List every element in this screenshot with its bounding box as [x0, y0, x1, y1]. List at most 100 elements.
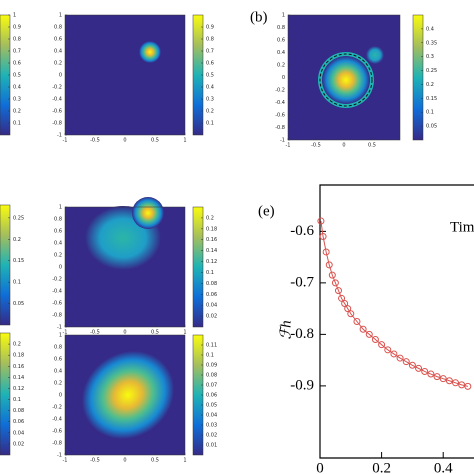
marker — [433, 373, 441, 381]
y-tick-label: 0 — [59, 265, 62, 271]
y-tick-label: 0.8 — [54, 345, 62, 351]
y-tick-label: -0.2 — [52, 405, 62, 411]
x-tick-label: 0.5 — [151, 138, 159, 144]
colorbar-tick-label: 0.07 — [206, 383, 217, 389]
colorbar-tick-label: 0.09 — [206, 363, 217, 369]
y-tick-label: 0.6 — [54, 37, 62, 43]
y-tick-label: 0.6 — [54, 229, 62, 235]
colorbar-tick-label: 0.08 — [206, 281, 217, 287]
colorbar — [192, 206, 204, 328]
colorbar-tick-label: 0.2 — [426, 82, 434, 88]
y-tick-label: -0.8 — [52, 121, 62, 127]
marker — [384, 346, 392, 354]
colorbar-tick-label: 0.04 — [206, 303, 217, 309]
colorbar-tick-label: 0.14 — [13, 375, 24, 381]
marker — [390, 350, 398, 358]
colorbar-tick-label: 0.14 — [206, 248, 217, 254]
colorbar-tick-label: 0.4 — [426, 26, 434, 32]
colorbar — [0, 204, 11, 326]
y-tick-label: 0.2 — [54, 61, 62, 67]
colorbar-tick-label: 0.04 — [206, 413, 217, 419]
marker — [319, 233, 327, 241]
y-tick-label: 0.6 — [277, 38, 285, 44]
marker — [359, 325, 367, 333]
colorbar-tick-label: 0.06 — [13, 419, 24, 425]
marker — [408, 361, 416, 369]
marker — [439, 375, 447, 383]
y-tick-label: 1 — [282, 13, 285, 19]
x-tick-label: 0 — [123, 330, 126, 336]
marker — [353, 318, 361, 325]
y-tick-label: -0.6 — [52, 109, 62, 115]
colorbar-tick-label: 0.4 — [206, 85, 214, 91]
x-tick-label: -0.5 — [90, 330, 100, 336]
y-tick-label: 0.8 — [277, 25, 285, 31]
marker — [325, 261, 333, 269]
y-tick-label: -0.6 — [275, 113, 285, 119]
colorbar-tick-label: 0.08 — [206, 373, 217, 379]
y-tick-label: 1 — [59, 333, 62, 339]
colorbar-tick-label: 0.05 — [206, 403, 217, 409]
colorbar-tick-label: 0.11 — [206, 343, 217, 349]
y-tick-label: -0.6 — [52, 429, 62, 435]
y-axis-label: ℱh — [278, 320, 294, 339]
series-line — [320, 220, 468, 387]
colorbar-tick-label: 0.8 — [206, 37, 214, 43]
y-tick-label: 0.4 — [54, 369, 62, 375]
y-tick-label: -0.4 — [52, 97, 62, 103]
marker — [328, 271, 336, 279]
y-tick-label: -0.9 — [290, 377, 314, 393]
colorbar-tick-label: 0.9 — [13, 25, 21, 31]
y-tick-label: -0.2 — [52, 277, 62, 283]
colorbar-tick-label: 0.1 — [13, 280, 21, 286]
marker — [458, 381, 466, 389]
x-tick-label: 0 — [123, 138, 126, 144]
marker — [371, 336, 379, 344]
colorbar-tick-label: 0.1 — [13, 121, 21, 127]
marker — [427, 370, 435, 378]
marker — [338, 294, 346, 302]
colorbar-tick-label: 0.3 — [206, 97, 214, 103]
colorbar-tick-label: 0.05 — [426, 124, 437, 130]
marker — [344, 305, 352, 313]
marker — [347, 310, 355, 318]
colorbar-tick-label: 0.3 — [426, 54, 434, 60]
colorbar-tick-label: 0.7 — [13, 49, 21, 55]
x-tick-label: 0.4 — [434, 460, 453, 474]
marker — [464, 382, 472, 390]
marker — [334, 287, 342, 295]
colorbar-tick-label: 0.3 — [13, 97, 21, 103]
colorbar-tick-label: 0.18 — [206, 226, 217, 232]
y-tick-label: -0.7 — [290, 274, 314, 290]
colorbar-tick-label: 0.8 — [13, 37, 21, 43]
colorbar-tick-label: 0.1 — [426, 110, 434, 116]
marker — [396, 354, 404, 362]
colorbar-tick-label: 0.16 — [13, 364, 24, 370]
x-tick-label: 0 — [342, 143, 345, 149]
y-tick-label: 0.8 — [54, 217, 62, 223]
colorbar — [412, 14, 424, 141]
panel-label: (e) — [258, 203, 275, 219]
y-tick-label: 0 — [59, 393, 62, 399]
x-tick-label: 1 — [183, 138, 186, 144]
y-tick-label: -0.8 — [52, 313, 62, 319]
marker — [415, 364, 423, 372]
x-tick-label: 0.2 — [372, 460, 391, 474]
x-tick-label: -1 — [63, 138, 68, 144]
colorbar-tick-label: 0.06 — [206, 393, 217, 399]
colorbar-tick-label: 0.01 — [206, 443, 217, 449]
colorbar-tick-label: 0.18 — [13, 353, 24, 359]
x-tick-label: 1 — [183, 330, 186, 336]
colorbar-tick-label: 0.2 — [13, 109, 21, 115]
colorbar-tick-label: 0.12 — [206, 259, 217, 265]
x-tick-label: -1 — [63, 330, 68, 336]
colorbar-tick-label: 0.25 — [13, 215, 24, 221]
colorbar-tick-label: 0.12 — [13, 386, 24, 392]
colorbar-tick-label: 0.5 — [13, 73, 21, 79]
y-tick-label: 0.6 — [54, 357, 62, 363]
y-tick-label: 0.2 — [54, 253, 62, 259]
y-tick-label: -1 — [57, 453, 62, 459]
x-tick-label: -1 — [286, 143, 291, 149]
marker — [331, 279, 339, 287]
